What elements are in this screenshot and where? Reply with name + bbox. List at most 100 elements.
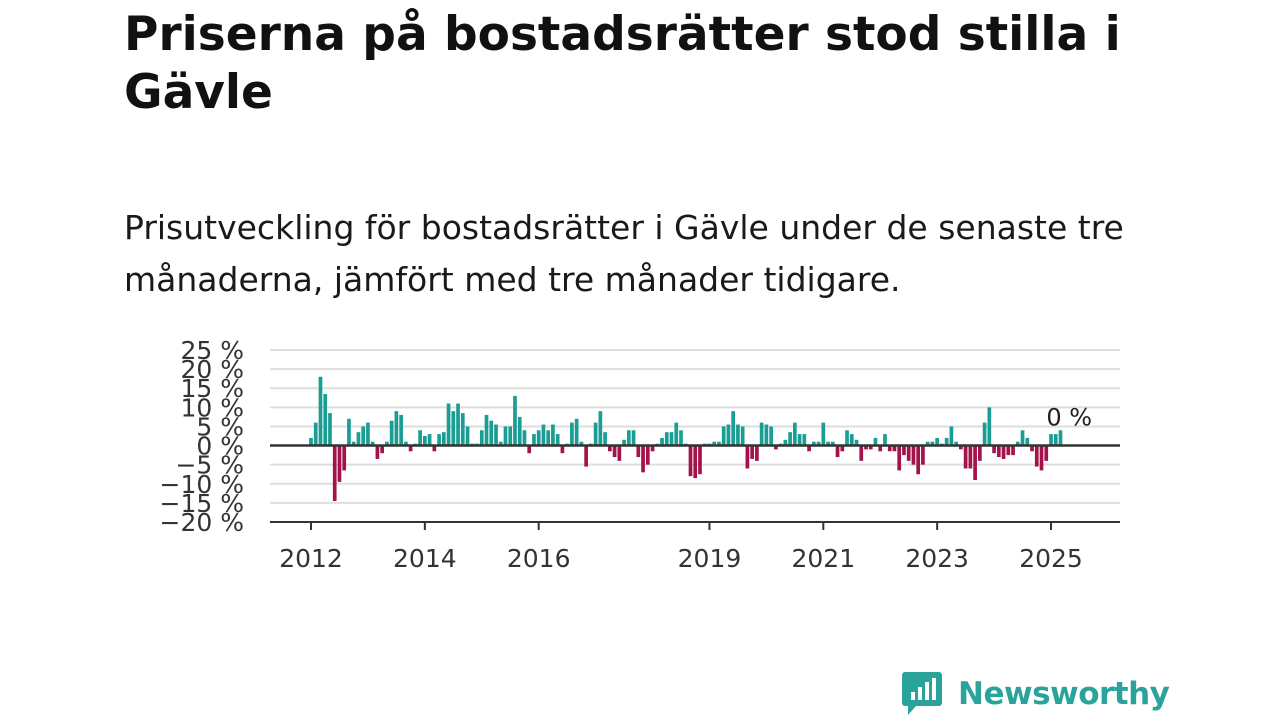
bar — [925, 441, 930, 446]
bar — [356, 432, 361, 446]
bar — [1044, 445, 1049, 461]
y-tick-label: 15 % — [180, 374, 244, 403]
bar — [987, 407, 992, 446]
bar — [982, 422, 987, 446]
x-tick-label: 2023 — [905, 544, 969, 573]
bar — [797, 434, 802, 446]
bar — [328, 413, 332, 446]
bar — [460, 413, 465, 446]
bar — [617, 445, 622, 461]
bar — [959, 445, 963, 450]
bar — [1058, 430, 1063, 446]
y-tick-label: 10 % — [180, 393, 244, 422]
bar — [323, 393, 328, 446]
bar — [1053, 434, 1058, 446]
bar — [807, 445, 811, 452]
bar — [978, 445, 982, 461]
bar — [835, 445, 840, 458]
bar — [498, 441, 503, 446]
bar — [902, 445, 906, 456]
bar — [584, 445, 588, 467]
bar — [404, 441, 408, 446]
y-tick-label: −5 % — [175, 451, 244, 480]
bar — [731, 411, 736, 446]
bar — [783, 439, 788, 446]
bar — [342, 445, 347, 471]
bar — [527, 445, 532, 454]
bar — [508, 426, 513, 446]
bar — [868, 445, 873, 450]
bar — [816, 441, 821, 446]
bar — [840, 445, 845, 452]
bar — [574, 418, 579, 446]
bar — [427, 434, 432, 446]
bar — [664, 432, 669, 446]
bar — [859, 445, 864, 461]
bar — [845, 430, 849, 446]
bar — [759, 422, 764, 446]
bar — [688, 445, 693, 477]
bar — [636, 445, 641, 458]
bar — [631, 430, 636, 446]
bar — [992, 445, 996, 454]
newsworthy-logo: Newsworthy — [902, 670, 1170, 718]
bar — [641, 445, 645, 473]
bar — [399, 414, 403, 446]
bar — [313, 422, 318, 446]
bar — [968, 445, 973, 469]
bar — [764, 424, 769, 446]
bar — [679, 430, 683, 446]
bar — [555, 434, 560, 446]
x-tick-label: 2016 — [507, 544, 571, 573]
bar — [408, 445, 413, 452]
bar — [788, 432, 792, 446]
x-tick-label: 2025 — [1019, 544, 1083, 573]
bar — [418, 430, 422, 446]
y-tick-label: 5 % — [196, 412, 244, 441]
bar — [878, 445, 883, 452]
bar — [479, 430, 484, 446]
bar — [793, 422, 797, 446]
bar — [612, 445, 617, 458]
bar — [949, 426, 954, 446]
bar — [622, 439, 626, 446]
bar — [441, 432, 446, 446]
bar — [921, 445, 925, 465]
bar — [570, 422, 574, 446]
y-axis-tick-labels: 25 %20 %15 %10 %5 %0 %−5 %−10 %−15 %−20 … — [160, 336, 244, 537]
bar — [996, 445, 1001, 458]
bar — [626, 430, 631, 446]
bar — [513, 395, 517, 446]
bar — [370, 441, 375, 446]
bar — [456, 403, 460, 446]
bar — [944, 437, 949, 446]
bar — [821, 422, 826, 446]
bar — [826, 441, 830, 446]
bar — [726, 424, 731, 446]
bar — [849, 434, 854, 446]
bar — [873, 437, 878, 446]
bar — [465, 426, 470, 446]
bar — [451, 411, 456, 446]
bar — [1039, 445, 1044, 471]
bar — [361, 426, 366, 446]
bar — [522, 430, 527, 446]
bar — [802, 434, 807, 446]
y-tick-label: 20 % — [180, 355, 244, 384]
bar — [546, 430, 551, 446]
bar — [774, 445, 778, 450]
bar — [318, 376, 323, 446]
bar — [536, 430, 541, 446]
bar — [864, 445, 868, 450]
bar — [1025, 437, 1030, 446]
bar — [717, 441, 721, 446]
bar — [1034, 445, 1039, 467]
bar — [721, 426, 726, 446]
last-value-label: 0 % — [1046, 404, 1092, 432]
bar — [954, 441, 958, 446]
chart-subtitle: Prisutveckling för bostadsrätter i Gävle… — [124, 208, 1124, 299]
bar — [660, 437, 664, 446]
bar — [1015, 441, 1020, 446]
bar — [769, 426, 773, 446]
y-tick-label: −10 % — [160, 470, 244, 499]
